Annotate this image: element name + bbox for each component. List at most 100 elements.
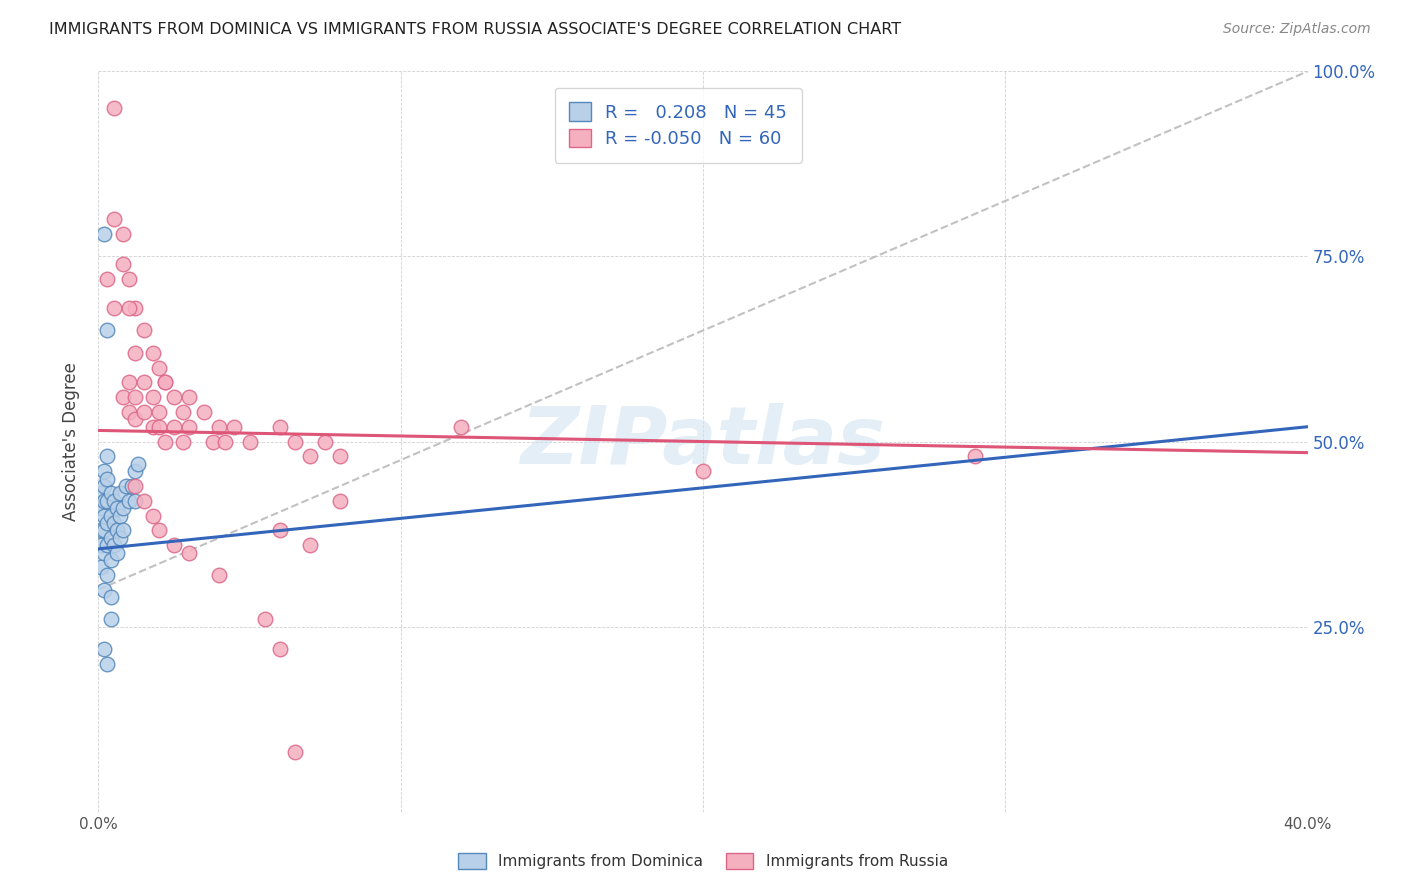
Point xyxy=(124,301,146,316)
Point xyxy=(124,464,146,478)
Point xyxy=(269,641,291,656)
Point xyxy=(179,546,201,560)
Point xyxy=(148,419,170,434)
Point xyxy=(153,434,176,449)
Point xyxy=(100,553,122,567)
Point xyxy=(148,360,170,375)
Point xyxy=(214,434,236,449)
Point xyxy=(103,102,125,116)
Point xyxy=(114,479,136,493)
Text: IMMIGRANTS FROM DOMINICA VS IMMIGRANTS FROM RUSSIA ASSOCIATE'S DEGREE CORRELATIO: IMMIGRANTS FROM DOMINICA VS IMMIGRANTS F… xyxy=(49,22,901,37)
Point xyxy=(132,493,155,508)
Point xyxy=(100,486,122,500)
Point xyxy=(93,464,115,478)
Point xyxy=(124,412,146,426)
Point xyxy=(93,227,115,242)
Text: ZIPatlas: ZIPatlas xyxy=(520,402,886,481)
Point xyxy=(284,434,307,449)
Point xyxy=(103,212,125,227)
Point xyxy=(96,538,118,552)
Point xyxy=(179,419,201,434)
Point xyxy=(124,390,146,404)
Point xyxy=(96,324,118,338)
Point xyxy=(124,345,146,359)
Point xyxy=(142,419,165,434)
Point xyxy=(108,508,131,523)
Point xyxy=(127,457,149,471)
Point xyxy=(965,450,987,464)
Point xyxy=(163,419,186,434)
Point xyxy=(96,450,118,464)
Point xyxy=(108,486,131,500)
Point xyxy=(142,345,165,359)
Point xyxy=(172,405,194,419)
Point xyxy=(103,301,125,316)
Point xyxy=(329,450,352,464)
Point xyxy=(108,531,131,545)
Point xyxy=(692,464,714,478)
Point xyxy=(224,419,246,434)
Point xyxy=(90,538,112,552)
Point xyxy=(103,538,125,552)
Point xyxy=(93,641,115,656)
Point xyxy=(96,493,118,508)
Point xyxy=(132,376,155,390)
Point xyxy=(93,582,115,597)
Point xyxy=(93,508,115,523)
Point xyxy=(132,324,155,338)
Point xyxy=(96,567,118,582)
Point xyxy=(100,508,122,523)
Point xyxy=(96,516,118,530)
Point xyxy=(179,390,201,404)
Point xyxy=(118,301,141,316)
Point xyxy=(111,501,134,516)
Legend: R =   0.208   N = 45, R = -0.050   N = 60: R = 0.208 N = 45, R = -0.050 N = 60 xyxy=(555,87,801,162)
Point xyxy=(90,486,112,500)
Point xyxy=(105,546,128,560)
Point xyxy=(90,560,112,574)
Point xyxy=(148,405,170,419)
Point xyxy=(103,493,125,508)
Point xyxy=(163,390,186,404)
Point xyxy=(153,376,176,390)
Point xyxy=(253,612,276,626)
Legend: Immigrants from Dominica, Immigrants from Russia: Immigrants from Dominica, Immigrants fro… xyxy=(453,847,953,875)
Point xyxy=(111,257,134,271)
Point xyxy=(118,271,141,285)
Text: Source: ZipAtlas.com: Source: ZipAtlas.com xyxy=(1223,22,1371,37)
Point xyxy=(163,538,186,552)
Point xyxy=(90,524,112,538)
Point xyxy=(148,524,170,538)
Point xyxy=(208,567,231,582)
Point xyxy=(314,434,336,449)
Point xyxy=(90,501,112,516)
Point xyxy=(96,471,118,485)
Point xyxy=(118,493,141,508)
Point xyxy=(100,531,122,545)
Point xyxy=(105,501,128,516)
Point xyxy=(93,524,115,538)
Point xyxy=(172,434,194,449)
Point xyxy=(100,612,122,626)
Point xyxy=(103,516,125,530)
Point xyxy=(105,524,128,538)
Point xyxy=(299,450,322,464)
Point xyxy=(111,390,134,404)
Point xyxy=(299,538,322,552)
Point xyxy=(96,271,118,285)
Point xyxy=(202,434,225,449)
Y-axis label: Associate's Degree: Associate's Degree xyxy=(62,362,80,521)
Point xyxy=(284,746,307,760)
Point xyxy=(329,493,352,508)
Point xyxy=(121,479,143,493)
Point xyxy=(111,524,134,538)
Point xyxy=(239,434,262,449)
Point xyxy=(142,508,165,523)
Point xyxy=(118,376,141,390)
Point xyxy=(118,405,141,419)
Point xyxy=(153,376,176,390)
Point xyxy=(269,524,291,538)
Point xyxy=(96,657,118,671)
Point xyxy=(111,227,134,242)
Point xyxy=(132,405,155,419)
